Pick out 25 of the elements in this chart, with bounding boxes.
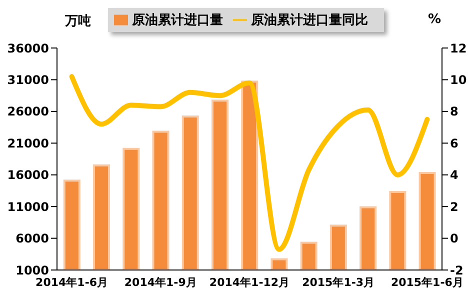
y2-tick-label: 4 bbox=[450, 168, 458, 182]
x-tick-label: 2014年1-12月 bbox=[209, 276, 290, 289]
y-tick-label: 6000 bbox=[16, 232, 49, 246]
x-tick-label: 2015年1-3月 bbox=[302, 276, 375, 289]
y-tick-label: 11000 bbox=[7, 200, 49, 214]
y2-axis-title: % bbox=[428, 12, 442, 27]
y2-tick-label: 2 bbox=[450, 200, 458, 214]
y2-tick-label: 8 bbox=[450, 104, 458, 119]
y-tick-label: 26000 bbox=[7, 104, 49, 119]
x-tick-label: 2014年1-6月 bbox=[36, 276, 108, 289]
x-tick-label: 2014年1-9月 bbox=[124, 276, 197, 289]
y2-tick-label: 10 bbox=[450, 72, 467, 87]
y-axis-title: 万吨 bbox=[65, 13, 91, 30]
legend-label: 原油累计进口量 bbox=[132, 13, 223, 28]
y-tick-label: 31000 bbox=[7, 72, 49, 87]
y-tick-label: 36000 bbox=[7, 41, 49, 56]
y2-tick-label: 0 bbox=[450, 232, 458, 246]
y2-tick-label: -2 bbox=[450, 263, 464, 278]
y-tick-label: 1000 bbox=[16, 263, 49, 278]
y2-tick-label: 12 bbox=[450, 41, 467, 56]
legend-label: 原油累计进口量同比 bbox=[251, 13, 368, 28]
y2-tick-label: 6 bbox=[450, 136, 458, 150]
x-tick-label: 2015年1-6月 bbox=[390, 276, 464, 289]
y-tick-label: 16000 bbox=[7, 168, 49, 182]
y-tick-label: 21000 bbox=[7, 136, 49, 150]
